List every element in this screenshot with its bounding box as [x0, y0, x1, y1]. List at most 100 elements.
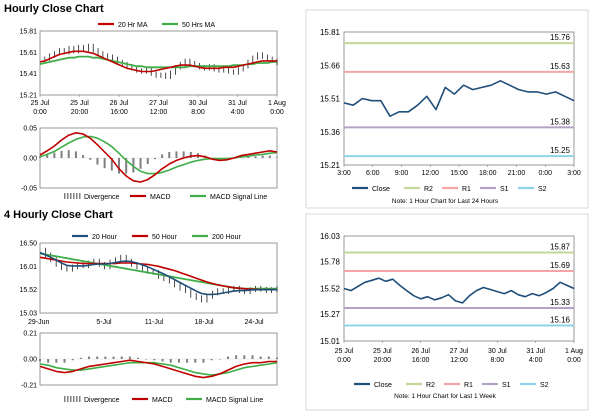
hourly-price-xtick: 31 Jul	[228, 100, 247, 107]
hourly-price-xtick: 4:00	[231, 109, 245, 116]
four-hourly-macd-divergence-bar	[145, 359, 148, 360]
hourly-macd-ytick: 0.00	[23, 156, 37, 163]
hourly-macd-divergence-bar	[89, 158, 92, 160]
four-hourly-macd-divergence-bar	[88, 356, 91, 359]
four-hourly-macd-divergence-bar	[243, 355, 246, 359]
four-hourly-macd-ytick: -0.21	[21, 383, 37, 390]
hourly-pivot-line-close	[343, 80, 575, 117]
four-hourly-pivot-legend-label: S1	[502, 382, 511, 389]
hourly-macd-divergence-bar	[132, 158, 135, 173]
hourly-macd-divergence-bar	[118, 158, 120, 174]
four-hourly-macd-divergence-bar	[202, 359, 205, 363]
hourly-price-xtick: 30 Jul	[189, 100, 208, 107]
hourly-pivot-level-label-r1: 15.63	[550, 62, 571, 71]
hourly-price-frame	[39, 30, 278, 96]
hourly-pivot-xtick: 3:00	[567, 170, 581, 177]
hourly-macd-divergence-bar	[175, 151, 178, 158]
four-hourly-pivot-level-label-r1: 15.69	[550, 261, 571, 270]
four-hourly-price-xtick: 29-Jun	[28, 319, 50, 326]
hourly-macd-divergence-bar	[254, 156, 257, 158]
hourly-pivot-ytick: 15.21	[320, 161, 341, 170]
four-hourly-pivot-note: Note: 1 Hour Chart for Last 1 Week	[394, 393, 497, 400]
hourly-macd-divergence-bar	[139, 158, 142, 169]
hourly-price-xtick: 20:00	[71, 109, 89, 116]
four-hourly-pivot-xtick: 8:00	[491, 357, 505, 364]
hourly-macd-divergence-bar	[67, 150, 70, 158]
four-hourly-macd-legend-label: Divergence	[84, 397, 120, 404]
hourly-pivot-xtick: 3:00	[337, 170, 351, 177]
hourly-price-ytick: 15.81	[19, 29, 37, 36]
four-hourly-macd-legend-swatch	[70, 396, 72, 402]
hourly-macd-legend-swatch	[64, 193, 66, 199]
four-hourly-macd-divergence-bar	[169, 359, 172, 363]
four-hourly-macd-legend-label: MACD Signal Line	[206, 397, 263, 404]
hourly-macd-divergence-bar	[146, 158, 149, 164]
four-hourly-pivot-ytick: 15.52	[320, 285, 341, 294]
four-hourly-price-line-50-hour	[39, 256, 277, 291]
four-hourly-price-ytick: 15.52	[19, 287, 37, 294]
four-hourly-macd-legend-swatch	[73, 396, 75, 402]
hourly-pivot-ytick: 15.36	[320, 128, 341, 137]
four-hourly-macd-divergence-bar	[137, 357, 140, 359]
hourly-price-xtick: 8:00	[191, 109, 205, 116]
hourly-pivot-xtick: 15:00	[450, 170, 468, 177]
hourly-macd-legend-swatch	[73, 193, 75, 199]
hourly-macd-divergence-bar	[276, 157, 278, 158]
four-hourly-pivot-ytick: 15.27	[320, 310, 341, 319]
hourly-price-xtick: 25 Jul	[31, 100, 50, 107]
four-hourly-price-legend-label: 20 Hour	[92, 234, 118, 241]
four-hourly-macd-divergence-bar	[71, 359, 74, 361]
hourly-macd-divergence-bar	[261, 155, 264, 158]
four-hourly-price-ytick: 16.01	[19, 264, 37, 271]
four-hourly-macd-ytick: 0.21	[23, 331, 37, 338]
hourly-price-legend-label: 50 Hrs MA	[182, 22, 215, 29]
hourly-macd-ytick: -0.05	[21, 186, 37, 193]
hourly-pivot-xtick: 9:00	[395, 170, 409, 177]
four-hourly-macd-divergence-bar	[153, 359, 156, 361]
four-hourly-macd-divergence-bar	[161, 359, 164, 362]
four-hourly-pivot-xtick: 12:00	[450, 357, 468, 364]
four-hourly-macd-ytick: 0.00	[23, 357, 37, 364]
hourly-macd-divergence-bar	[125, 158, 128, 174]
four-hourly-pivot-ytick: 15.78	[320, 258, 341, 267]
four-hourly-pivot-legend-label: R2	[426, 382, 435, 389]
hourly-pivot-xtick: 0:00	[538, 170, 552, 177]
hourly-macd-divergence-bar	[60, 150, 63, 158]
four-hourly-pivot-xtick: 0:00	[337, 357, 351, 364]
four-hourly-macd-legend-label: MACD	[152, 397, 173, 404]
hourly-macd-legend-swatch	[67, 193, 69, 199]
four-hourly-macd-divergence-bar	[235, 355, 238, 359]
hourly-macd-divergence-bar	[103, 158, 106, 169]
four-hourly-macd-divergence-bar	[267, 356, 270, 359]
four-hourly-macd-divergence-bar	[186, 359, 189, 363]
four-hourly-macd-divergence-bar	[63, 359, 66, 363]
hourly-macd-divergence-bar	[268, 155, 271, 158]
four-hourly-macd-divergence-bar	[55, 359, 58, 363]
four-hourly-pivot-legend-label: R1	[464, 382, 473, 389]
hourly-pivot-level-label-s2: 15.25	[550, 146, 571, 155]
four-hourly-pivot-xtick: 31 Jul	[526, 348, 545, 355]
four-hourly-pivot-legend-label: S2	[540, 382, 549, 389]
hourly-macd-divergence-bar	[182, 151, 185, 158]
four-hourly-pivot-xtick: 20:00	[374, 357, 392, 364]
four-hourly-section-title: 4 Hourly Close Chart	[4, 209, 113, 221]
hourly-price-xtick: 1 Aug	[268, 100, 286, 107]
hourly-macd-ytick: 0.05	[23, 126, 37, 133]
hourly-macd-legend-label: MACD	[150, 194, 171, 201]
hourly-pivot-level-label-s1: 15.38	[550, 117, 571, 126]
four-hourly-macd-line-macd	[39, 359, 277, 379]
four-hourly-macd-divergence-bar	[96, 356, 99, 359]
four-hourly-price-xtick: 11-Jul	[145, 319, 164, 326]
hourly-pivot-panel	[305, 9, 589, 209]
four-hourly-macd-divergence-bar	[128, 356, 131, 359]
hourly-price-line-20hr-ma	[39, 50, 277, 73]
four-hourly-price-line-20-hour	[39, 251, 277, 296]
hourly-macd-legend-swatch	[76, 193, 78, 199]
hourly-price-xtick: 12:00	[150, 109, 168, 116]
hourly-price-xtick: 0:00	[270, 109, 284, 116]
four-hourly-macd-legend-swatch	[67, 396, 69, 402]
four-hourly-macd-legend-swatch	[64, 396, 66, 402]
four-hourly-pivot-level-label-s1: 15.33	[550, 298, 571, 307]
hourly-price-xtick: 16:00	[110, 109, 128, 116]
